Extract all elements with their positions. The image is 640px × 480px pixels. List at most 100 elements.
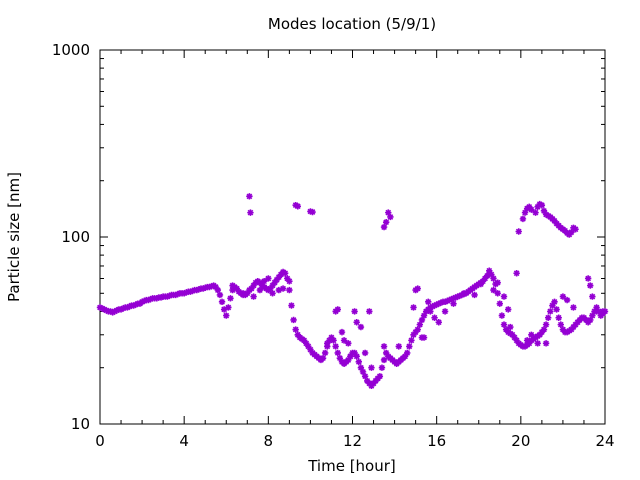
data-point	[490, 286, 497, 294]
data-point	[225, 304, 232, 311]
data-point	[307, 346, 314, 353]
data-point	[412, 328, 419, 336]
data-point	[410, 331, 417, 338]
y-ticks	[100, 49, 605, 425]
data-point	[452, 294, 459, 301]
data-point	[593, 308, 600, 315]
x-ticks	[99, 50, 606, 424]
x-tick-label: 20	[511, 432, 530, 450]
plot-border	[99, 49, 606, 425]
data-point	[479, 278, 487, 285]
data-point	[587, 316, 594, 324]
data-point	[328, 334, 335, 341]
data-point	[250, 282, 257, 289]
data-point	[502, 326, 510, 333]
data-point	[528, 331, 535, 338]
data-point	[324, 340, 331, 347]
data-point	[511, 334, 518, 341]
data-point	[330, 337, 337, 344]
data-point	[275, 286, 283, 294]
data-point	[420, 334, 428, 341]
data-point	[361, 373, 369, 380]
x-tick-label: 8	[264, 432, 274, 450]
data-point	[366, 308, 373, 315]
data-point	[437, 299, 445, 306]
data-point	[157, 294, 165, 301]
data-point	[420, 312, 428, 319]
data-point	[124, 304, 131, 311]
data-point	[303, 340, 310, 347]
data-point	[496, 300, 503, 307]
data-point	[355, 358, 363, 366]
data-point	[269, 290, 276, 297]
data-point	[500, 293, 508, 300]
data-point	[549, 302, 556, 309]
data-point	[538, 328, 546, 336]
data-point	[431, 314, 438, 321]
data-point	[523, 337, 531, 344]
data-point	[368, 364, 375, 371]
data-point	[279, 285, 287, 292]
data-point	[378, 364, 386, 371]
data-point	[410, 304, 417, 311]
data-point	[223, 312, 230, 319]
data-point	[340, 337, 348, 344]
data-point	[507, 323, 514, 331]
data-point	[538, 201, 546, 209]
x-tick-labels: 0 4 8 12 16 20 24	[95, 432, 614, 450]
data-point	[542, 340, 550, 347]
data-point	[229, 282, 236, 289]
data-point	[227, 295, 234, 302]
data-point	[456, 292, 464, 299]
data-point	[408, 337, 415, 344]
data-point	[441, 298, 449, 306]
data-point	[570, 304, 577, 311]
data-point	[534, 203, 541, 211]
plot-frame	[99, 49, 606, 425]
data-point	[528, 206, 535, 213]
data-point	[359, 368, 367, 376]
y-axis-label: Particle size [nm]	[5, 172, 23, 302]
data-point	[542, 321, 550, 328]
data-point	[166, 292, 173, 299]
data-point	[568, 229, 575, 236]
data-point	[138, 298, 146, 306]
data-point	[477, 280, 485, 288]
data-point	[551, 298, 558, 306]
data-point	[347, 353, 354, 360]
data-point	[589, 293, 596, 300]
data-point	[271, 279, 278, 286]
data-point	[593, 304, 600, 311]
data-point	[260, 278, 268, 285]
data-point	[599, 308, 607, 315]
data-point	[587, 282, 594, 289]
data-point	[248, 285, 255, 292]
data-point	[290, 316, 297, 324]
data-point	[164, 293, 171, 300]
data-point	[513, 270, 520, 277]
data-point	[460, 290, 468, 297]
data-point	[551, 217, 558, 225]
data-point	[414, 285, 421, 292]
data-point	[427, 304, 434, 311]
data-point	[435, 300, 442, 307]
data-point	[395, 343, 402, 350]
data-point	[448, 295, 455, 303]
x-axis-label: Time [hour]	[307, 457, 396, 475]
data-point	[300, 337, 308, 344]
x-tick-label: 12	[343, 432, 362, 450]
data-point	[540, 326, 548, 333]
data-point	[130, 302, 137, 309]
data-point	[385, 209, 392, 216]
y-tick-label: 1000	[52, 41, 90, 59]
data-point	[534, 340, 541, 347]
data-point	[336, 354, 344, 362]
data-point	[406, 343, 413, 350]
data-point	[416, 321, 424, 328]
data-point	[353, 319, 360, 326]
data-point	[376, 373, 384, 380]
data-point	[450, 295, 457, 302]
data-point	[513, 337, 520, 344]
data-point	[180, 290, 188, 297]
